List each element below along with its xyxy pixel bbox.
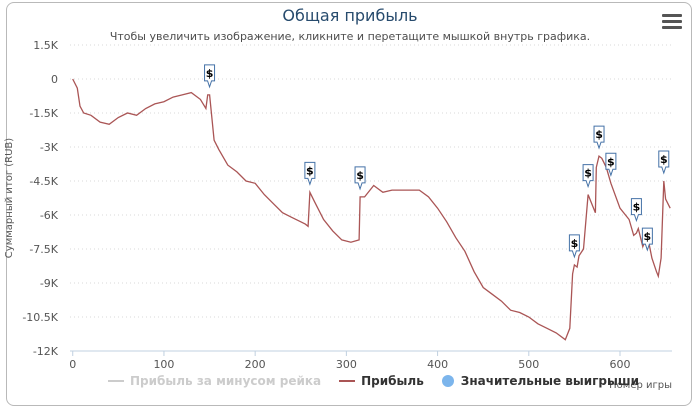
legend-line-icon bbox=[339, 380, 356, 382]
legend-line-icon bbox=[108, 380, 124, 382]
big-win-flag[interactable]: $ bbox=[304, 161, 316, 186]
flag-label: $ bbox=[595, 128, 603, 141]
big-win-flag[interactable]: $ bbox=[582, 164, 594, 189]
legend-circle-icon bbox=[441, 375, 454, 387]
big-win-flag[interactable]: $ bbox=[630, 198, 642, 223]
legend: Прибыль за минусом рейка Прибыль Значите… bbox=[108, 372, 657, 390]
x-tick-label: 500 bbox=[518, 358, 539, 371]
x-tick-label: 100 bbox=[153, 358, 174, 371]
legend-label: Прибыль bbox=[361, 374, 424, 388]
big-win-flag[interactable]: $ bbox=[593, 125, 605, 150]
y-tick-label: -6K bbox=[40, 209, 59, 222]
y-tick-label: -4.5K bbox=[29, 175, 58, 188]
y-tick-label: -7.5K bbox=[29, 243, 58, 256]
y-tick-label: -3K bbox=[40, 141, 59, 154]
flag-shape bbox=[630, 198, 642, 223]
legend-item-big-wins[interactable]: Значительные выигрыши bbox=[441, 374, 640, 388]
x-tick-label: 300 bbox=[336, 358, 357, 371]
flag-label: $ bbox=[571, 237, 579, 250]
y-tick-label: -12K bbox=[33, 345, 59, 358]
legend-label: Прибыль за минусом рейка bbox=[130, 374, 322, 388]
flag-shape bbox=[641, 227, 653, 252]
flag-shape bbox=[304, 161, 316, 186]
y-tick-label: 1.5K bbox=[33, 39, 58, 52]
x-tick-label: 200 bbox=[245, 358, 266, 371]
flag-label: $ bbox=[584, 167, 592, 180]
flag-shape bbox=[658, 150, 670, 175]
big-win-flag[interactable]: $ bbox=[568, 234, 580, 259]
flag-shape bbox=[568, 234, 580, 259]
y-tick-label: -10.5K bbox=[22, 311, 58, 324]
flag-shape bbox=[204, 64, 216, 89]
flag-shape bbox=[354, 166, 366, 191]
big-win-flag[interactable]: $ bbox=[605, 152, 617, 177]
y-tick-label: -1.5K bbox=[29, 107, 58, 120]
flag-label: $ bbox=[206, 67, 214, 80]
big-win-flag[interactable]: $ bbox=[641, 227, 653, 252]
big-win-flag[interactable]: $ bbox=[658, 150, 670, 175]
y-tick-label: 0 bbox=[51, 73, 58, 86]
big-win-flag[interactable]: $ bbox=[354, 166, 366, 191]
chart-title: Общая прибыль bbox=[282, 6, 418, 25]
chart-subtitle: Чтобы увеличить изображение, кликните и … bbox=[109, 30, 591, 43]
x-tick-label: 0 bbox=[69, 358, 76, 371]
flag-label: $ bbox=[660, 153, 668, 166]
flag-shape bbox=[605, 152, 617, 177]
flag-label: $ bbox=[356, 169, 364, 182]
flag-label: $ bbox=[644, 230, 652, 243]
y-tick-label: -9K bbox=[40, 277, 59, 290]
x-tick-label: 400 bbox=[427, 358, 448, 371]
flag-shape bbox=[582, 164, 594, 189]
legend-item-net-profit[interactable]: Прибыль за минусом рейка bbox=[108, 374, 321, 388]
profit-series-line[interactable] bbox=[72, 78, 671, 341]
chart-container bbox=[6, 2, 692, 406]
flag-shape bbox=[593, 125, 605, 150]
x-axis-title: Номер игры bbox=[609, 380, 672, 391]
flag-label: $ bbox=[306, 164, 314, 177]
x-tick-label: 600 bbox=[610, 358, 631, 371]
legend-label: Значительные выигрыши bbox=[460, 374, 640, 388]
y-axis-title: Суммарный итог (RUB) bbox=[4, 138, 15, 258]
big-win-flag[interactable]: $ bbox=[204, 64, 216, 89]
flag-label: $ bbox=[607, 155, 615, 168]
flag-label: $ bbox=[633, 201, 641, 214]
legend-item-profit[interactable]: Прибыль bbox=[339, 374, 424, 388]
hamburger-menu-icon[interactable] bbox=[662, 14, 682, 32]
